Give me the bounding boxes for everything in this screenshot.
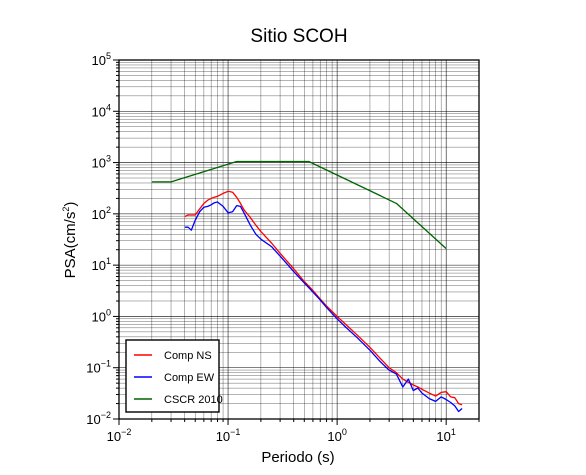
y-tick-label: 102 xyxy=(92,205,111,222)
legend-label: Comp EW xyxy=(164,372,215,384)
y-tick-label: 104 xyxy=(92,102,111,119)
x-tick-label: 10−2 xyxy=(107,427,132,444)
series-line-comp-ew xyxy=(184,201,463,413)
x-axis-label: Periodo (s) xyxy=(261,449,334,466)
x-tick-label: 100 xyxy=(327,427,346,444)
chart-title: Sitio SCOH xyxy=(250,26,347,47)
y-tick-labels: 10−2 10−1 100 101 102 103 104 105 xyxy=(86,51,111,427)
legend-box xyxy=(125,339,220,413)
y-tick-label: 105 xyxy=(92,51,111,68)
y-tick-label: 100 xyxy=(92,307,111,324)
x-tick-labels: 10−2 10−1 100 101 xyxy=(107,427,456,444)
series-layer xyxy=(151,160,463,413)
legend-label: CSCR 2010 xyxy=(164,394,223,406)
legend-items: Comp NS Comp EW CSCR 2010 xyxy=(134,350,223,406)
series-line-cscr-2010 xyxy=(151,160,447,250)
series-line-comp-ns xyxy=(184,190,463,406)
grid xyxy=(118,59,480,420)
x-tick-label: 101 xyxy=(436,427,455,444)
plot-frame xyxy=(118,59,480,420)
tick-marks xyxy=(113,59,480,425)
y-axis-label: PSA(cm/s2) xyxy=(61,202,79,279)
legend-label: Comp NS xyxy=(164,350,212,362)
x-tick-label: 10−1 xyxy=(216,427,241,444)
y-tick-label: 10−2 xyxy=(86,410,111,427)
y-tick-label: 10−1 xyxy=(86,359,111,376)
legend: Comp NS Comp EW CSCR 2010 xyxy=(125,339,223,413)
y-tick-label: 103 xyxy=(92,154,111,171)
y-tick-label: 101 xyxy=(92,256,111,273)
